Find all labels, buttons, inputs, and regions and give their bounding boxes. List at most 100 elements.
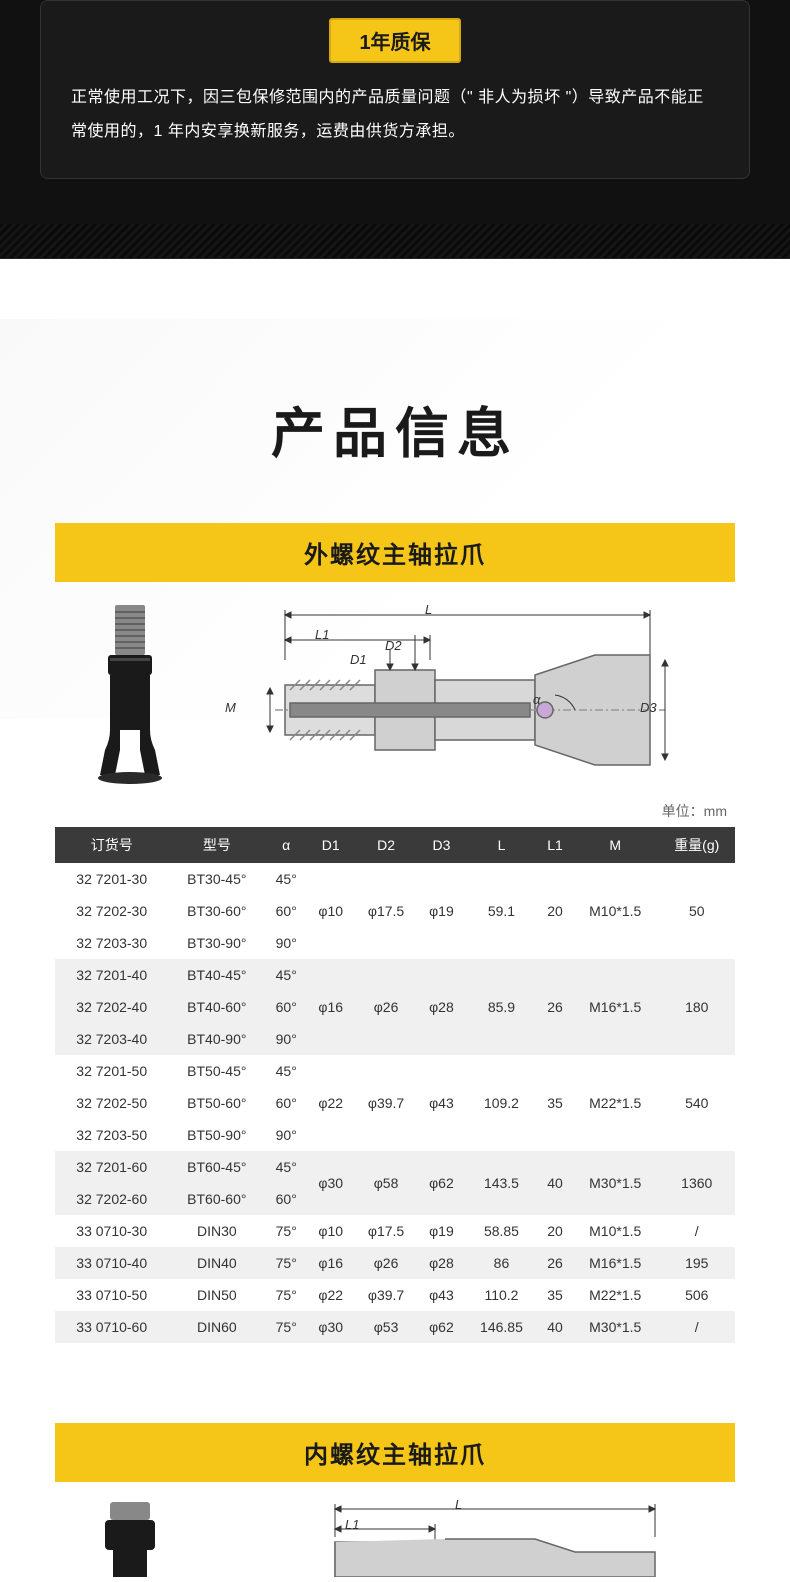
col-header: 型号 bbox=[168, 827, 265, 863]
cell: φ62 bbox=[418, 1311, 465, 1343]
col-header: M bbox=[572, 827, 659, 863]
col-header: α bbox=[265, 827, 307, 863]
stripe-divider bbox=[0, 224, 790, 259]
cell: 32 7201-50 bbox=[55, 1055, 168, 1087]
cell: φ26 bbox=[354, 959, 418, 1055]
cell: M30*1.5 bbox=[572, 1311, 659, 1343]
cell: φ19 bbox=[418, 1215, 465, 1247]
label-L1-2: L1 bbox=[345, 1517, 359, 1532]
col-header: 订货号 bbox=[55, 827, 168, 863]
cell: BT40-90° bbox=[168, 1023, 265, 1055]
cell: φ62 bbox=[418, 1151, 465, 1215]
external-thread-header: 外螺纹主轴拉爪 bbox=[55, 523, 735, 582]
warranty-box: 1年质保 正常使用工况下，因三包保修范围内的产品质量问题（" 非人为损坏 "）导… bbox=[40, 0, 750, 179]
product-info-section: 产品信息 外螺纹主轴拉爪 bbox=[0, 259, 790, 1577]
cell: φ22 bbox=[307, 1279, 354, 1311]
cell: φ16 bbox=[307, 1247, 354, 1279]
cell: M30*1.5 bbox=[572, 1151, 659, 1215]
cell: 60° bbox=[265, 991, 307, 1023]
external-thread-block: 外螺纹主轴拉爪 bbox=[55, 523, 735, 1343]
col-header: D3 bbox=[418, 827, 465, 863]
warranty-section: 1年质保 正常使用工况下，因三包保修范围内的产品质量问题（" 非人为损坏 "）导… bbox=[0, 0, 790, 224]
cell: φ58 bbox=[354, 1151, 418, 1215]
cell: 540 bbox=[659, 1055, 736, 1151]
col-header: L bbox=[465, 827, 538, 863]
cell: M16*1.5 bbox=[572, 1247, 659, 1279]
cell: 143.5 bbox=[465, 1151, 538, 1215]
cell: 75° bbox=[265, 1279, 307, 1311]
cell: BT30-60° bbox=[168, 895, 265, 927]
cell: 60° bbox=[265, 1183, 307, 1215]
internal-thread-block: 内螺纹主轴拉爪 bbox=[55, 1423, 735, 1577]
cell: 32 7203-50 bbox=[55, 1119, 168, 1151]
cell: φ10 bbox=[307, 1215, 354, 1247]
label-M: M bbox=[225, 700, 236, 715]
cell: φ28 bbox=[418, 1247, 465, 1279]
cell: 90° bbox=[265, 1023, 307, 1055]
internal-thread-header: 内螺纹主轴拉爪 bbox=[55, 1423, 735, 1482]
cell: 90° bbox=[265, 927, 307, 959]
cell: 1360 bbox=[659, 1151, 736, 1215]
cell: 85.9 bbox=[465, 959, 538, 1055]
cell: 45° bbox=[265, 1151, 307, 1183]
cell: φ53 bbox=[354, 1311, 418, 1343]
cell: 45° bbox=[265, 959, 307, 991]
cell: M10*1.5 bbox=[572, 1215, 659, 1247]
cell: φ16 bbox=[307, 959, 354, 1055]
product-photo-2 bbox=[65, 1497, 195, 1577]
cell: 60° bbox=[265, 1087, 307, 1119]
cell: DIN60 bbox=[168, 1311, 265, 1343]
cell: / bbox=[659, 1215, 736, 1247]
cell: DIN50 bbox=[168, 1279, 265, 1311]
cell: M16*1.5 bbox=[572, 959, 659, 1055]
cell: φ26 bbox=[354, 1247, 418, 1279]
cell: / bbox=[659, 1311, 736, 1343]
cell: φ30 bbox=[307, 1311, 354, 1343]
cell: 40 bbox=[538, 1311, 572, 1343]
tech-diagram-2: L L1 bbox=[225, 1497, 725, 1577]
cell: 33 0710-50 bbox=[55, 1279, 168, 1311]
label-D2: D2 bbox=[385, 638, 402, 653]
cell: φ17.5 bbox=[354, 863, 418, 959]
cell: 109.2 bbox=[465, 1055, 538, 1151]
cell: 32 7203-30 bbox=[55, 927, 168, 959]
cell: 59.1 bbox=[465, 863, 538, 959]
spec-table-1: 订货号型号αD1D2D3LL1M重量(g) 32 7201-30BT30-45°… bbox=[55, 827, 735, 1343]
table-row: 32 7201-60BT60-45°45°φ30φ58φ62143.540M30… bbox=[55, 1151, 735, 1183]
cell: DIN40 bbox=[168, 1247, 265, 1279]
cell: 32 7201-60 bbox=[55, 1151, 168, 1183]
col-header: 重量(g) bbox=[659, 827, 736, 863]
cell: M22*1.5 bbox=[572, 1055, 659, 1151]
label-alpha: α bbox=[533, 692, 540, 707]
cell: 146.85 bbox=[465, 1311, 538, 1343]
cell: 110.2 bbox=[465, 1279, 538, 1311]
cell: BT60-60° bbox=[168, 1183, 265, 1215]
cell: 60° bbox=[265, 895, 307, 927]
table-row: 33 0710-40DIN4075°φ16φ26φ288626M16*1.519… bbox=[55, 1247, 735, 1279]
cell: 32 7201-40 bbox=[55, 959, 168, 991]
cell: M10*1.5 bbox=[572, 863, 659, 959]
label-L1: L1 bbox=[315, 627, 329, 642]
warranty-badge: 1年质保 bbox=[329, 18, 460, 63]
cell: 20 bbox=[538, 863, 572, 959]
cell: BT50-45° bbox=[168, 1055, 265, 1087]
cell: 32 7202-30 bbox=[55, 895, 168, 927]
cell: 35 bbox=[538, 1055, 572, 1151]
cell: 26 bbox=[538, 959, 572, 1055]
product-photo-1 bbox=[65, 597, 195, 792]
table-row: 33 0710-30DIN3075°φ10φ17.5φ1958.8520M10*… bbox=[55, 1215, 735, 1247]
cell: 195 bbox=[659, 1247, 736, 1279]
cell: φ19 bbox=[418, 863, 465, 959]
diagram-area-1: L L1 D1 D2 D3 M α bbox=[55, 582, 735, 797]
cell: DIN30 bbox=[168, 1215, 265, 1247]
table-row: 32 7201-50BT50-45°45°φ22φ39.7φ43109.235M… bbox=[55, 1055, 735, 1087]
cell: BT60-45° bbox=[168, 1151, 265, 1183]
cell: 26 bbox=[538, 1247, 572, 1279]
cell: 180 bbox=[659, 959, 736, 1055]
cell: 35 bbox=[538, 1279, 572, 1311]
diagram-area-2: L L1 bbox=[55, 1482, 735, 1577]
cell: 506 bbox=[659, 1279, 736, 1311]
cell: 45° bbox=[265, 1055, 307, 1087]
col-header: D1 bbox=[307, 827, 354, 863]
cell: 32 7202-60 bbox=[55, 1183, 168, 1215]
